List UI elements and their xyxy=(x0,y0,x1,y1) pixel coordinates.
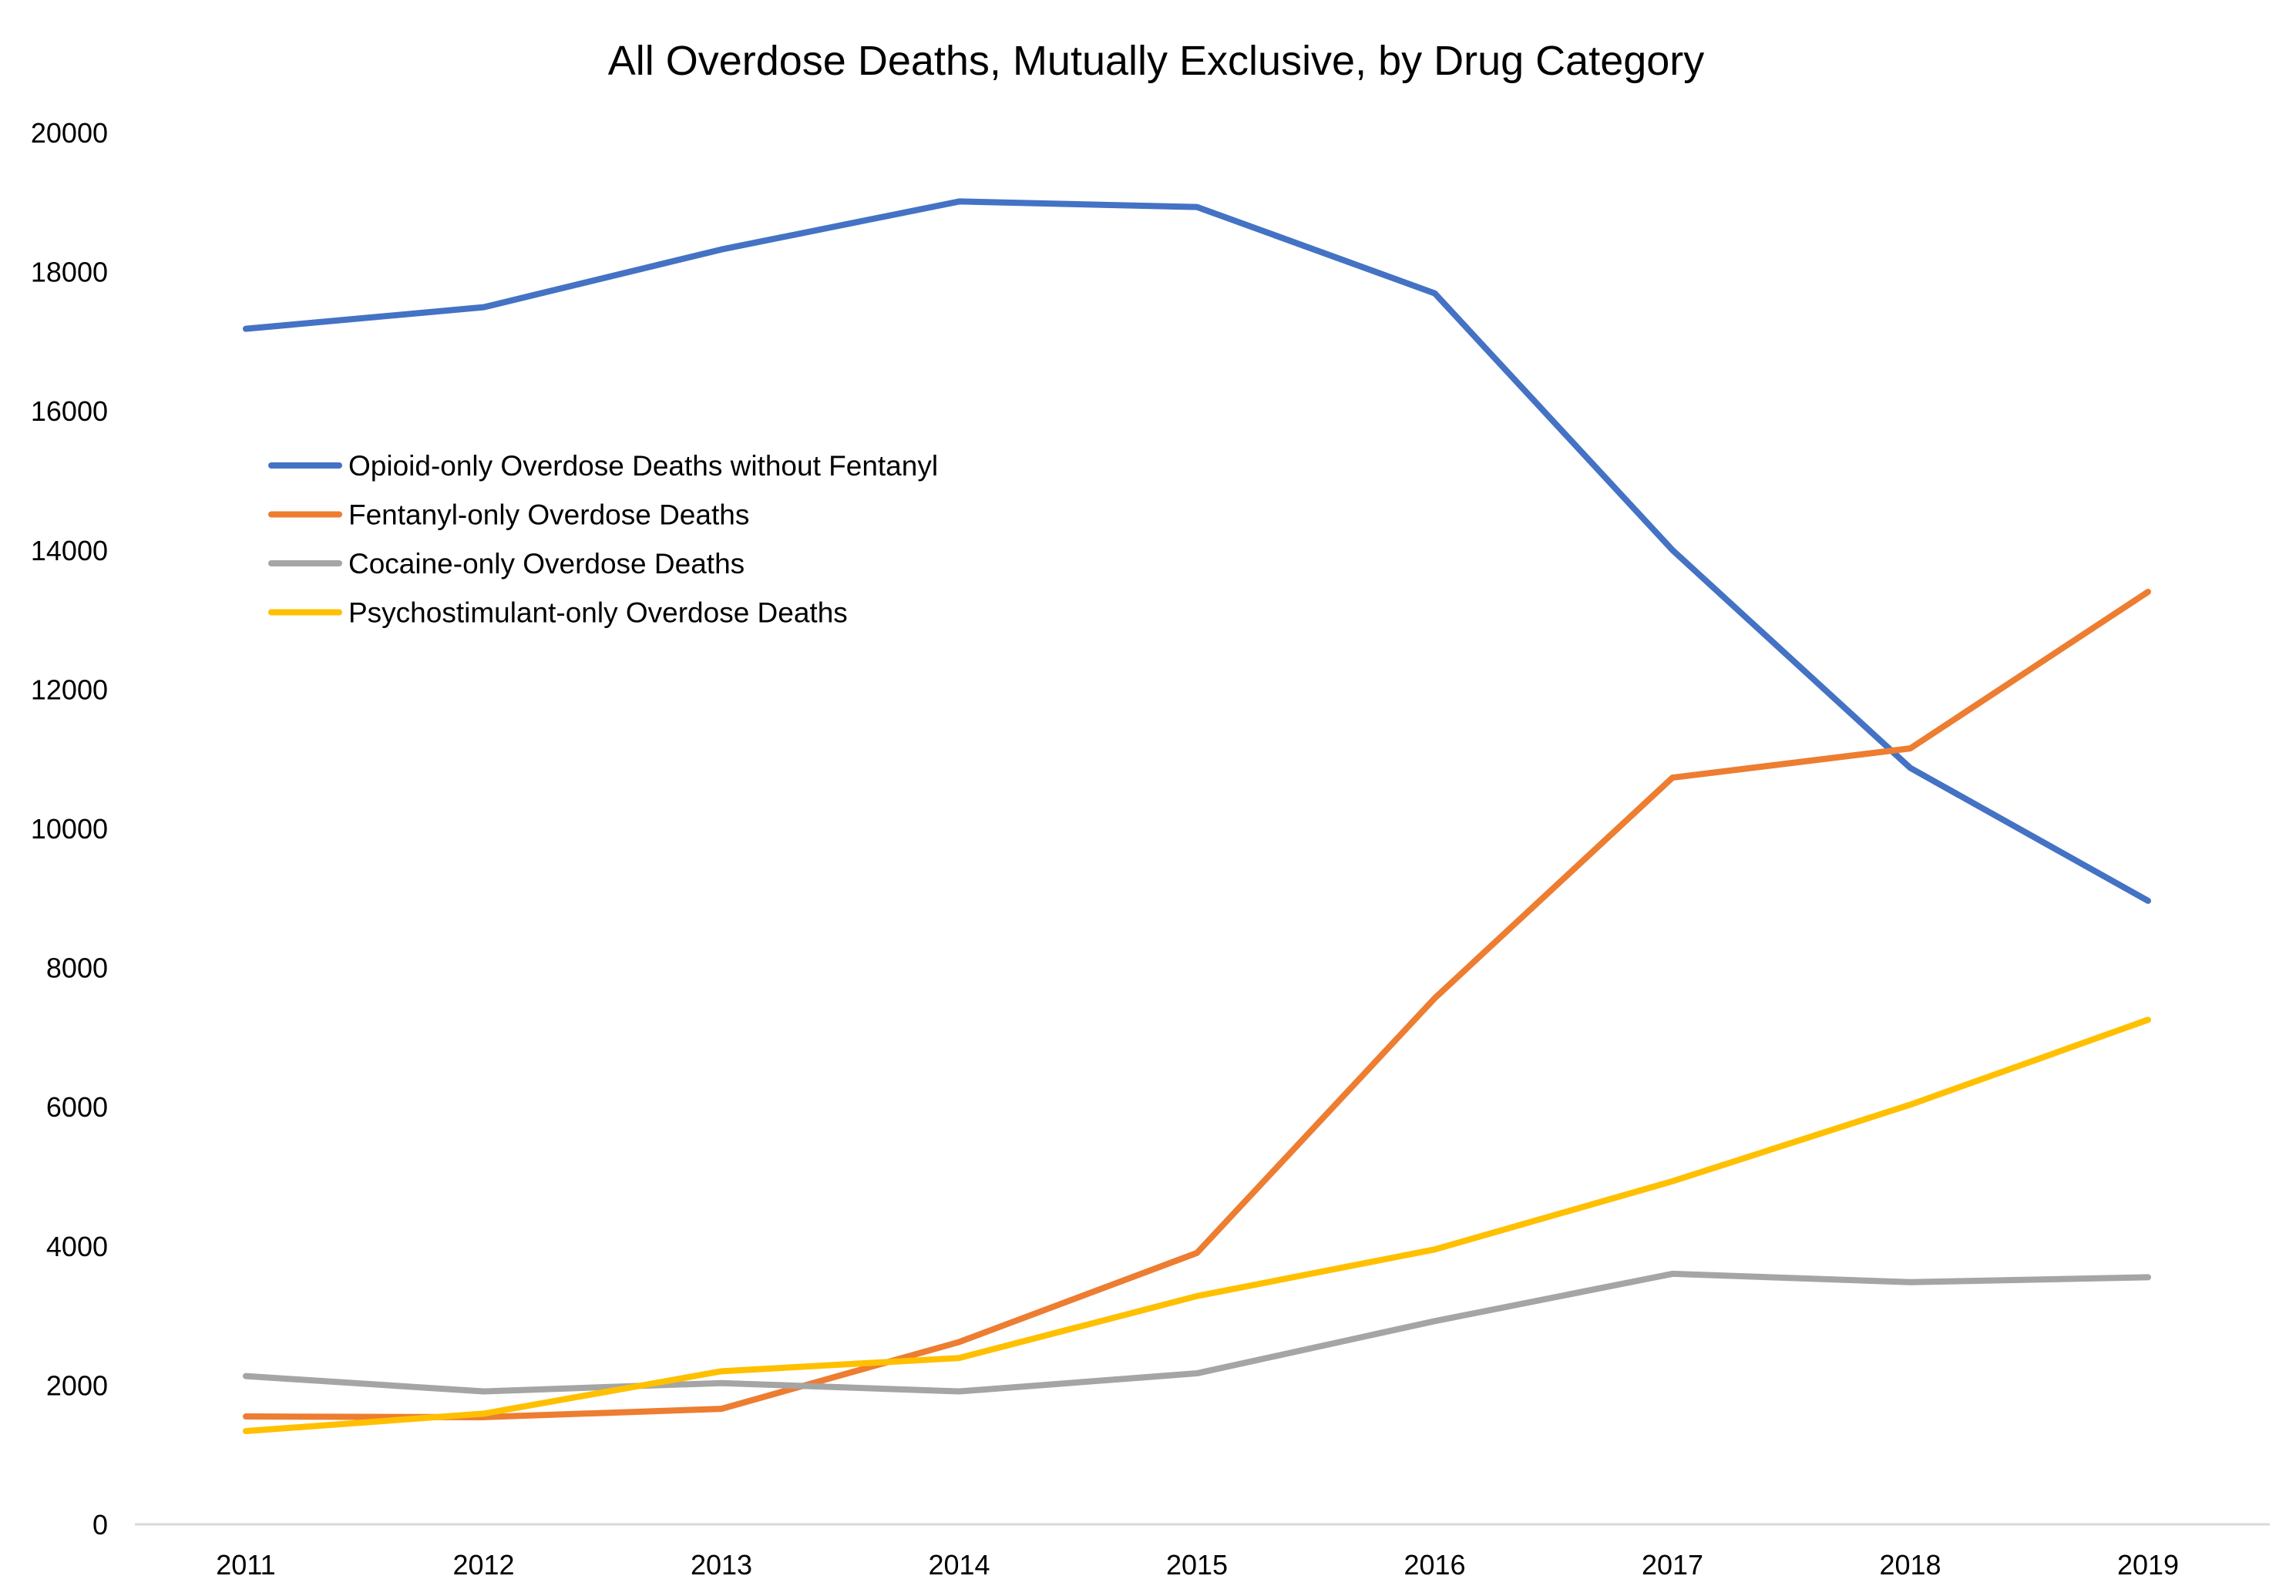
series-line-4 xyxy=(243,1016,2151,1434)
y-tick-label: 2000 xyxy=(46,1369,108,1401)
legend-label: Opioid-only Overdose Deaths without Fent… xyxy=(348,450,938,482)
series-lines xyxy=(243,198,2151,1434)
y-tick-label: 8000 xyxy=(46,953,108,984)
x-tick-label: 2016 xyxy=(1403,1549,1465,1581)
x-tick-label: 2017 xyxy=(1642,1549,1703,1581)
x-tick-label: 2015 xyxy=(1166,1549,1228,1581)
x-tick-label: 2012 xyxy=(452,1549,514,1581)
series-line-3 xyxy=(243,1270,2151,1395)
x-tick-label: 2011 xyxy=(216,1549,275,1581)
y-tick-label: 16000 xyxy=(31,395,108,427)
y-tick-label: 4000 xyxy=(46,1231,108,1262)
y-tick-label: 6000 xyxy=(46,1091,108,1123)
y-tick-label: 10000 xyxy=(31,813,108,845)
x-tick-label: 2019 xyxy=(2117,1549,2179,1581)
y-axis-tick-labels: 0 2000 4000 6000 8000 10000 12000 14000 16000 180… xyxy=(31,117,108,1541)
legend: Opioid-only Overdose Deaths without Fent… xyxy=(268,450,938,629)
y-tick-label: 0 xyxy=(92,1509,108,1541)
series-line-1 xyxy=(243,198,2151,904)
y-tick-label: 20000 xyxy=(31,117,108,149)
y-tick-label: 14000 xyxy=(31,535,108,566)
x-tick-label: 2013 xyxy=(691,1549,752,1581)
legend-label: Cocaine-only Overdose Deaths xyxy=(348,548,745,580)
legend-label: Fentanyl-only Overdose Deaths xyxy=(348,499,749,531)
x-tick-label: 2014 xyxy=(928,1549,990,1581)
series-line-2 xyxy=(243,588,2151,1420)
y-tick-label: 18000 xyxy=(31,257,108,288)
chart-title: All Overdose Deaths, Mutually Exclusive,… xyxy=(608,38,1705,84)
legend-label: Psychostimulant-only Overdose Deaths xyxy=(348,597,848,629)
y-tick-label: 12000 xyxy=(31,674,108,705)
x-tick-label: 2018 xyxy=(1879,1549,1941,1581)
x-axis-tick-labels: 2011 2012 2013 2014 2015 2016 2017 2018 2019 xyxy=(216,1549,2179,1581)
